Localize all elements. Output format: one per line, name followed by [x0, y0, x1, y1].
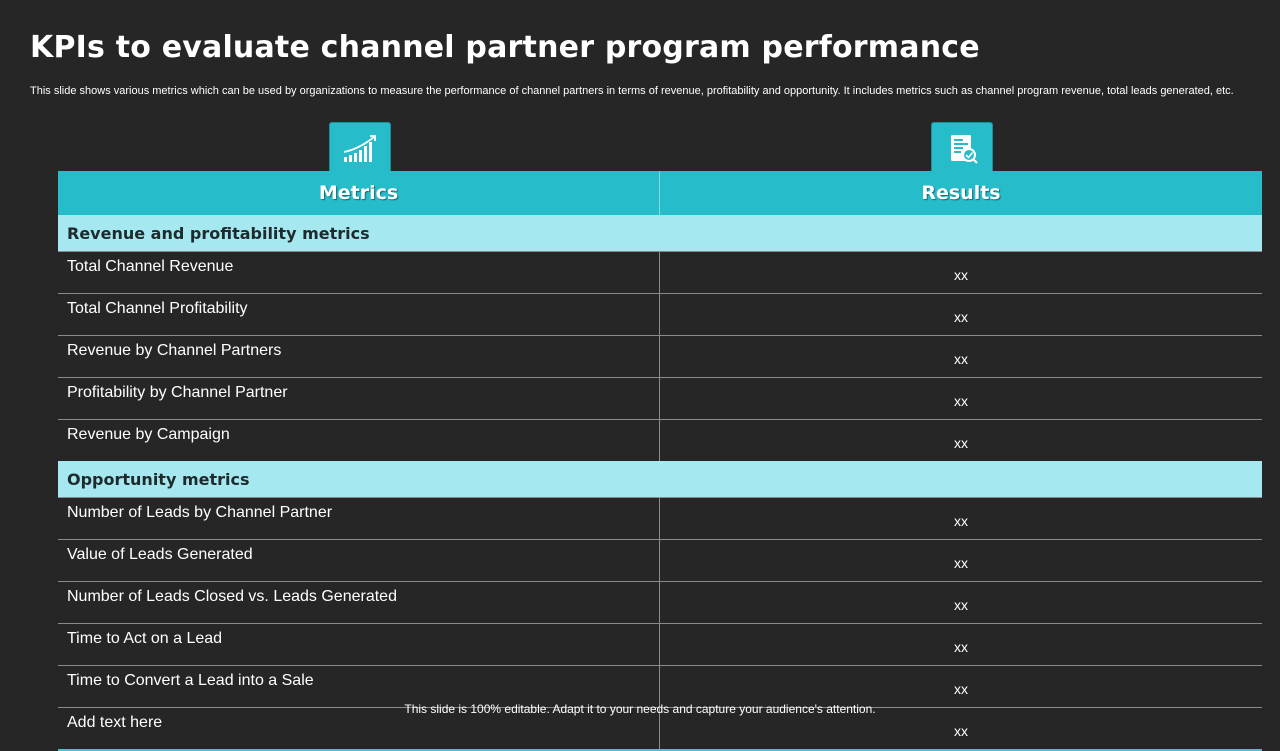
result-cell: xx: [659, 539, 1262, 582]
metric-cell: Time to Convert a Lead into a Sale: [58, 665, 660, 708]
section-title: Revenue and profitability metrics: [58, 215, 1262, 252]
table-header-row: Metrics Results: [58, 171, 1262, 215]
section-row: Opportunity metrics: [58, 461, 1262, 498]
section-row: Revenue and profitability metrics: [58, 215, 1262, 252]
report-check-icon: [951, 135, 978, 164]
metric-cell: Profitability by Channel Partner: [58, 377, 660, 420]
metric-cell: Number of Leads by Channel Partner: [58, 497, 660, 540]
page-subtitle: This slide shows various metrics which c…: [30, 85, 1234, 97]
metrics-icon-tab: [329, 122, 391, 176]
table-row: Total Channel Profitability xx: [58, 293, 1262, 336]
result-cell: xx: [659, 497, 1262, 540]
results-icon-tab: [931, 122, 993, 176]
result-cell: xx: [659, 335, 1262, 378]
table-row: Number of Leads Closed vs. Leads Generat…: [58, 581, 1262, 624]
metric-cell: Number of Leads Closed vs. Leads Generat…: [58, 581, 660, 624]
footer-note: This slide is 100% editable. Adapt it to…: [404, 702, 876, 716]
table-row: Total Channel Revenue xx: [58, 251, 1262, 294]
result-cell: xx: [659, 623, 1262, 666]
result-cell: xx: [659, 377, 1262, 420]
metric-cell: Revenue by Channel Partners: [58, 335, 660, 378]
result-cell: xx: [659, 581, 1262, 624]
kpi-table: Metrics Results Revenue and profitabilit…: [58, 171, 1262, 751]
bar-chart-growth-icon: [343, 135, 376, 162]
metric-cell: Total Channel Profitability: [58, 293, 660, 336]
table-row: Number of Leads by Channel Partner xx: [58, 497, 1262, 540]
table-row: Time to Act on a Lead xx: [58, 623, 1262, 666]
metric-cell: Total Channel Revenue: [58, 251, 660, 294]
result-cell: xx: [659, 293, 1262, 336]
table-row: Time to Convert a Lead into a Sale xx: [58, 665, 1262, 708]
result-cell: xx: [659, 251, 1262, 294]
results-column-header: Results: [659, 171, 1262, 215]
metrics-column-header: Metrics: [58, 171, 660, 215]
page-title: KPIs to evaluate channel partner program…: [30, 30, 980, 65]
table-row: Profitability by Channel Partner xx: [58, 377, 1262, 420]
table-row: Revenue by Channel Partners xx: [58, 335, 1262, 378]
result-cell: xx: [659, 665, 1262, 708]
table-row: Revenue by Campaign xx: [58, 419, 1262, 461]
metric-cell: Time to Act on a Lead: [58, 623, 660, 666]
metric-cell: Value of Leads Generated: [58, 539, 660, 582]
metric-cell: Revenue by Campaign: [58, 419, 660, 461]
section-title: Opportunity metrics: [58, 461, 1262, 498]
table-row: Value of Leads Generated xx: [58, 539, 1262, 582]
result-cell: xx: [659, 419, 1262, 461]
